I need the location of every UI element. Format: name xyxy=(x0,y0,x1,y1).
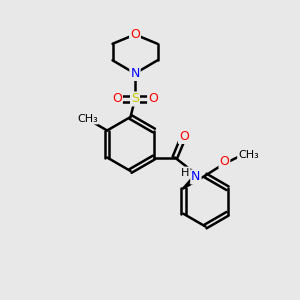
Text: O: O xyxy=(148,92,158,106)
Text: O: O xyxy=(112,92,122,106)
Text: CH₃: CH₃ xyxy=(238,149,259,160)
Text: CH₃: CH₃ xyxy=(77,113,98,124)
Text: H: H xyxy=(181,167,190,178)
Text: N: N xyxy=(130,67,140,80)
Text: O: O xyxy=(130,28,140,41)
Text: O: O xyxy=(179,130,189,143)
Text: O: O xyxy=(220,155,229,168)
Text: S: S xyxy=(131,92,139,106)
Text: N: N xyxy=(191,170,201,184)
